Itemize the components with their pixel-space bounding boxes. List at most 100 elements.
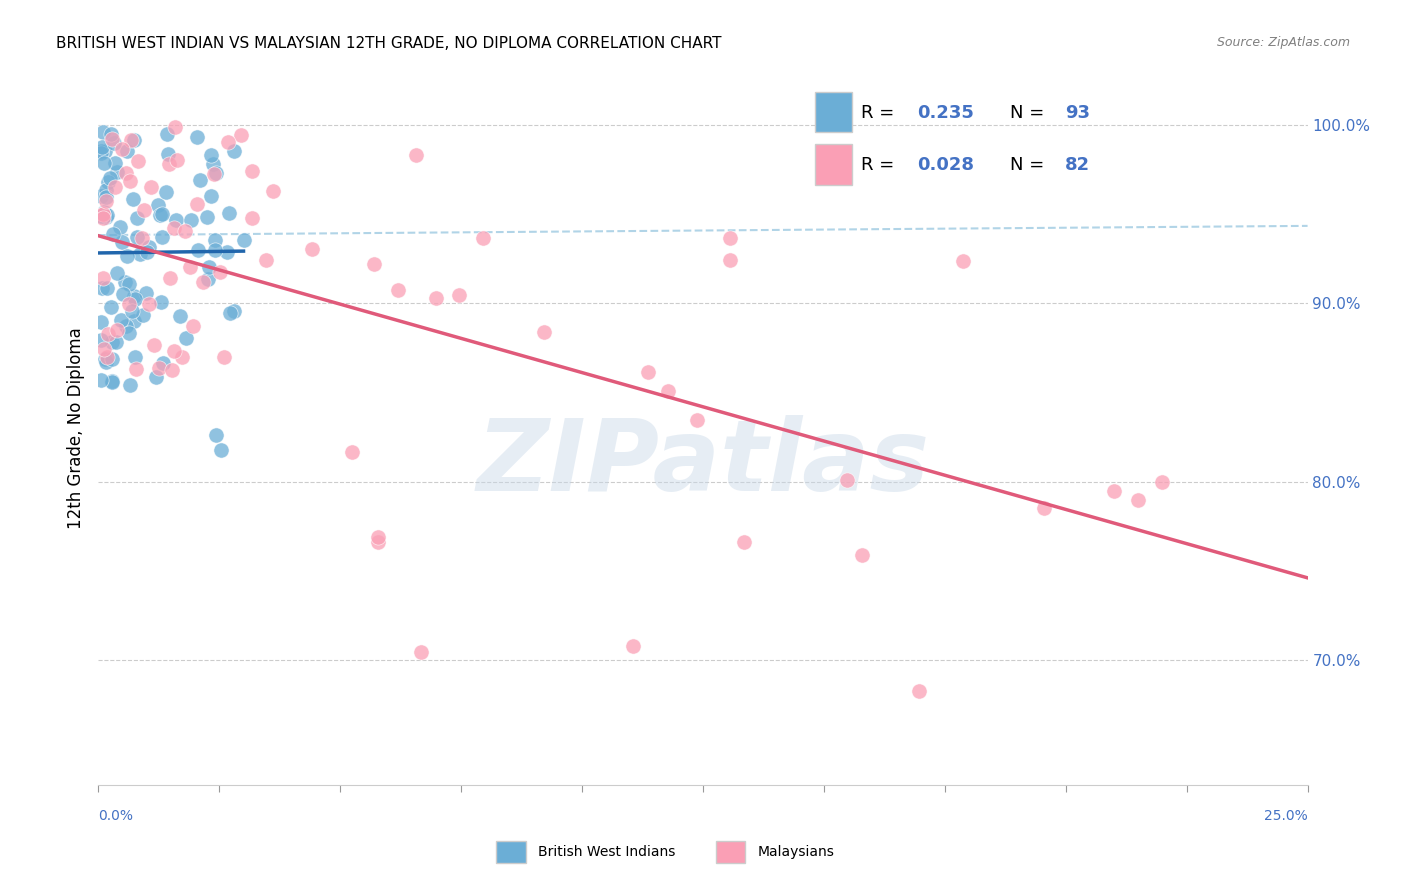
Point [105,334,128,349]
Point [262,184,284,198]
Point [240,211,263,226]
Point [100,374,122,388]
Point [160,363,183,377]
Point [181,318,204,333]
Point [363,257,385,271]
Point [471,231,494,245]
Point [101,334,124,349]
Point [132,203,155,218]
Point [180,213,202,227]
Point [163,221,186,235]
Point [254,253,277,268]
Text: 25.0%: 25.0% [1264,809,1308,823]
Point [139,180,162,194]
Point [125,211,148,226]
Point [200,148,222,162]
Text: 82: 82 [1066,156,1090,174]
Point [191,275,214,289]
Point [125,230,148,244]
Point [100,301,122,315]
Point [107,266,129,280]
Point [94,145,117,159]
Point [96,208,118,222]
Point [851,548,873,562]
Point [135,244,157,259]
Point [94,184,117,198]
Point [98,171,121,186]
Y-axis label: 12th Grade, No Diploma: 12th Grade, No Diploma [66,327,84,529]
Point [219,306,242,320]
Point [93,125,115,139]
Point [115,249,138,263]
Point [105,323,128,337]
Point [425,291,447,305]
Point [96,281,118,295]
Point [91,281,114,295]
Point [100,127,122,141]
Point [174,331,197,345]
Point [188,173,211,187]
Point [204,243,226,257]
Point [186,129,208,144]
Point [90,188,112,202]
Point [718,231,741,245]
Point [93,205,115,219]
Point [91,270,114,285]
Point [204,233,226,247]
Point [155,185,177,199]
Point [138,297,160,311]
Point [217,135,239,149]
Text: Source: ZipAtlas.com: Source: ZipAtlas.com [1216,36,1350,49]
Point [135,286,157,301]
Point [120,174,142,188]
Point [209,442,232,457]
Point [124,293,146,307]
Text: 0.028: 0.028 [917,156,974,174]
Point [145,370,167,384]
Point [91,211,114,225]
Point [122,314,145,328]
Point [124,351,146,365]
Point [657,384,679,399]
Point [405,148,427,162]
Point [104,156,127,170]
Point [122,133,145,147]
Point [198,260,221,275]
Point [138,239,160,253]
Text: 0.235: 0.235 [917,103,973,121]
Point [240,164,263,178]
Text: British West Indians: British West Indians [538,845,676,859]
Point [169,309,191,323]
Point [111,142,134,156]
Point [215,244,238,259]
Point [101,352,124,367]
Point [110,313,132,327]
Point [90,145,112,160]
Point [115,144,138,158]
Point [197,271,219,285]
Point [94,352,117,367]
Text: Malaysians: Malaysians [758,845,835,859]
Point [90,144,112,158]
Point [101,227,124,242]
Point [222,145,245,159]
Point [129,246,152,260]
Point [187,243,209,257]
Point [200,188,222,202]
Point [112,286,135,301]
Text: R =: R = [860,156,900,174]
Point [835,473,858,487]
Point [952,254,974,268]
Point [340,445,363,459]
Point [93,156,115,170]
Point [105,165,128,179]
Point [118,326,141,340]
Point [96,351,118,365]
Point [152,356,174,370]
Point [907,683,929,698]
Text: N =: N = [1010,156,1049,174]
Point [218,206,240,220]
Point [733,535,755,549]
Point [114,275,136,289]
Point [90,373,112,387]
